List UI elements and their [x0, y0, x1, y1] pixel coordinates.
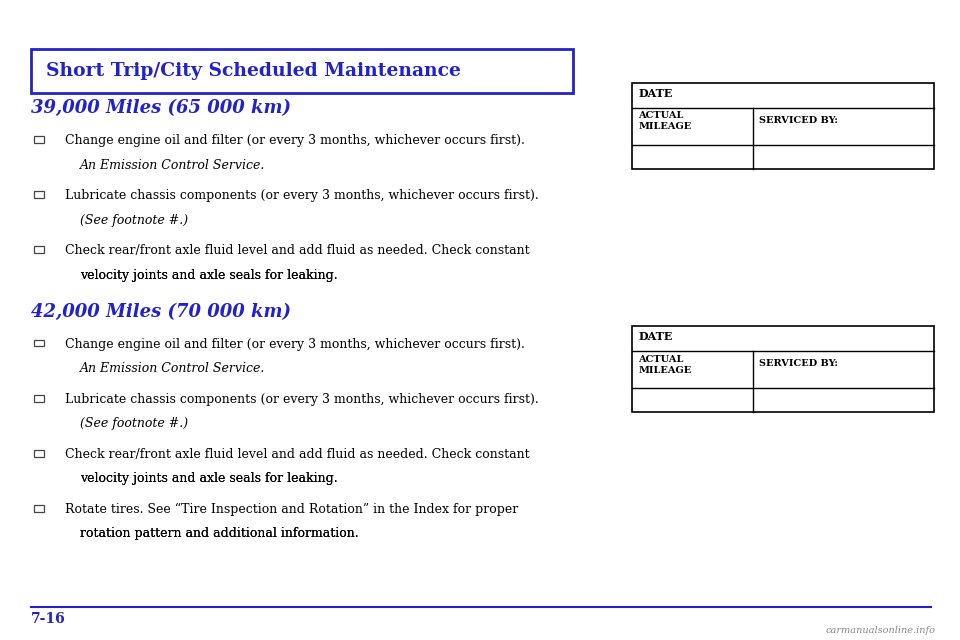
Text: DATE: DATE [638, 331, 673, 342]
Bar [34, 395, 43, 401]
Text: velocity joints and axle seals for leaking.: velocity joints and axle seals for leaki… [80, 472, 342, 485]
Text: ACTUAL
MILEAGE: ACTUAL MILEAGE [638, 111, 691, 131]
Text: DATE: DATE [638, 88, 673, 99]
Text: velocity joints and axle seals for leaking. (See footnote **. ): velocity joints and axle seals for leaki… [80, 472, 455, 485]
Text: Lubricate chassis components (or every 3 months, whichever occurs first).: Lubricate chassis components (or every 3… [65, 189, 539, 202]
Text: Lubricate chassis components (or every 3 months, whichever occurs first).: Lubricate chassis components (or every 3… [65, 393, 539, 406]
Text: (See footnote #.): (See footnote #.) [80, 214, 188, 227]
Text: velocity joints and axle seals for leaking.: velocity joints and axle seals for leaki… [80, 472, 342, 485]
Text: ACTUAL
MILEAGE: ACTUAL MILEAGE [638, 355, 691, 374]
Text: 42,000 Miles (70 000 km): 42,000 Miles (70 000 km) [31, 303, 291, 321]
Text: rotation pattern and additional information.: rotation pattern and additional informat… [80, 527, 362, 540]
Text: SERVICED BY:: SERVICED BY: [759, 359, 838, 368]
Bar [34, 505, 43, 511]
Bar [34, 136, 43, 143]
Text: An Emission Control Service.: An Emission Control Service. [80, 159, 265, 172]
Text: An Emission Control Service.: An Emission Control Service. [80, 362, 265, 375]
Text: Rotate tires. See “Tire Inspection and Rotation” in the Index for proper: Rotate tires. See “Tire Inspection and R… [65, 503, 518, 516]
Text: carmanualsonline.info: carmanualsonline.info [826, 626, 936, 635]
Text: SERVICED BY:: SERVICED BY: [759, 116, 838, 125]
Bar [31, 49, 573, 93]
Bar [34, 340, 43, 346]
Text: rotation pattern and additional information.: rotation pattern and additional informat… [80, 527, 362, 540]
Text: Change engine oil and filter (or every 3 months, whichever occurs first).: Change engine oil and filter (or every 3… [65, 134, 525, 147]
Bar [632, 326, 934, 412]
Text: 7-16: 7-16 [31, 612, 65, 626]
Text: velocity joints and axle seals for leaking.: velocity joints and axle seals for leaki… [80, 269, 342, 282]
Text: velocity joints and axle seals for leaking. (See footnote **. ): velocity joints and axle seals for leaki… [80, 269, 455, 282]
Bar [632, 83, 934, 169]
Bar [34, 246, 43, 253]
Text: rotation pattern and additional information. (See footnote +.): rotation pattern and additional informat… [80, 527, 470, 540]
Text: Check rear/front axle fluid level and add fluid as needed. Check constant: Check rear/front axle fluid level and ad… [65, 244, 530, 257]
Text: velocity joints and axle seals for leaking.: velocity joints and axle seals for leaki… [80, 269, 342, 282]
Text: Check rear/front axle fluid level and add fluid as needed. Check constant: Check rear/front axle fluid level and ad… [65, 448, 530, 461]
Text: (See footnote #.): (See footnote #.) [80, 417, 188, 430]
Text: Short Trip/City Scheduled Maintenance: Short Trip/City Scheduled Maintenance [46, 62, 461, 80]
Text: Change engine oil and filter (or every 3 months, whichever occurs first).: Change engine oil and filter (or every 3… [65, 338, 525, 351]
Bar [34, 450, 43, 456]
Bar [34, 191, 43, 198]
Text: 39,000 Miles (65 000 km): 39,000 Miles (65 000 km) [31, 99, 291, 117]
